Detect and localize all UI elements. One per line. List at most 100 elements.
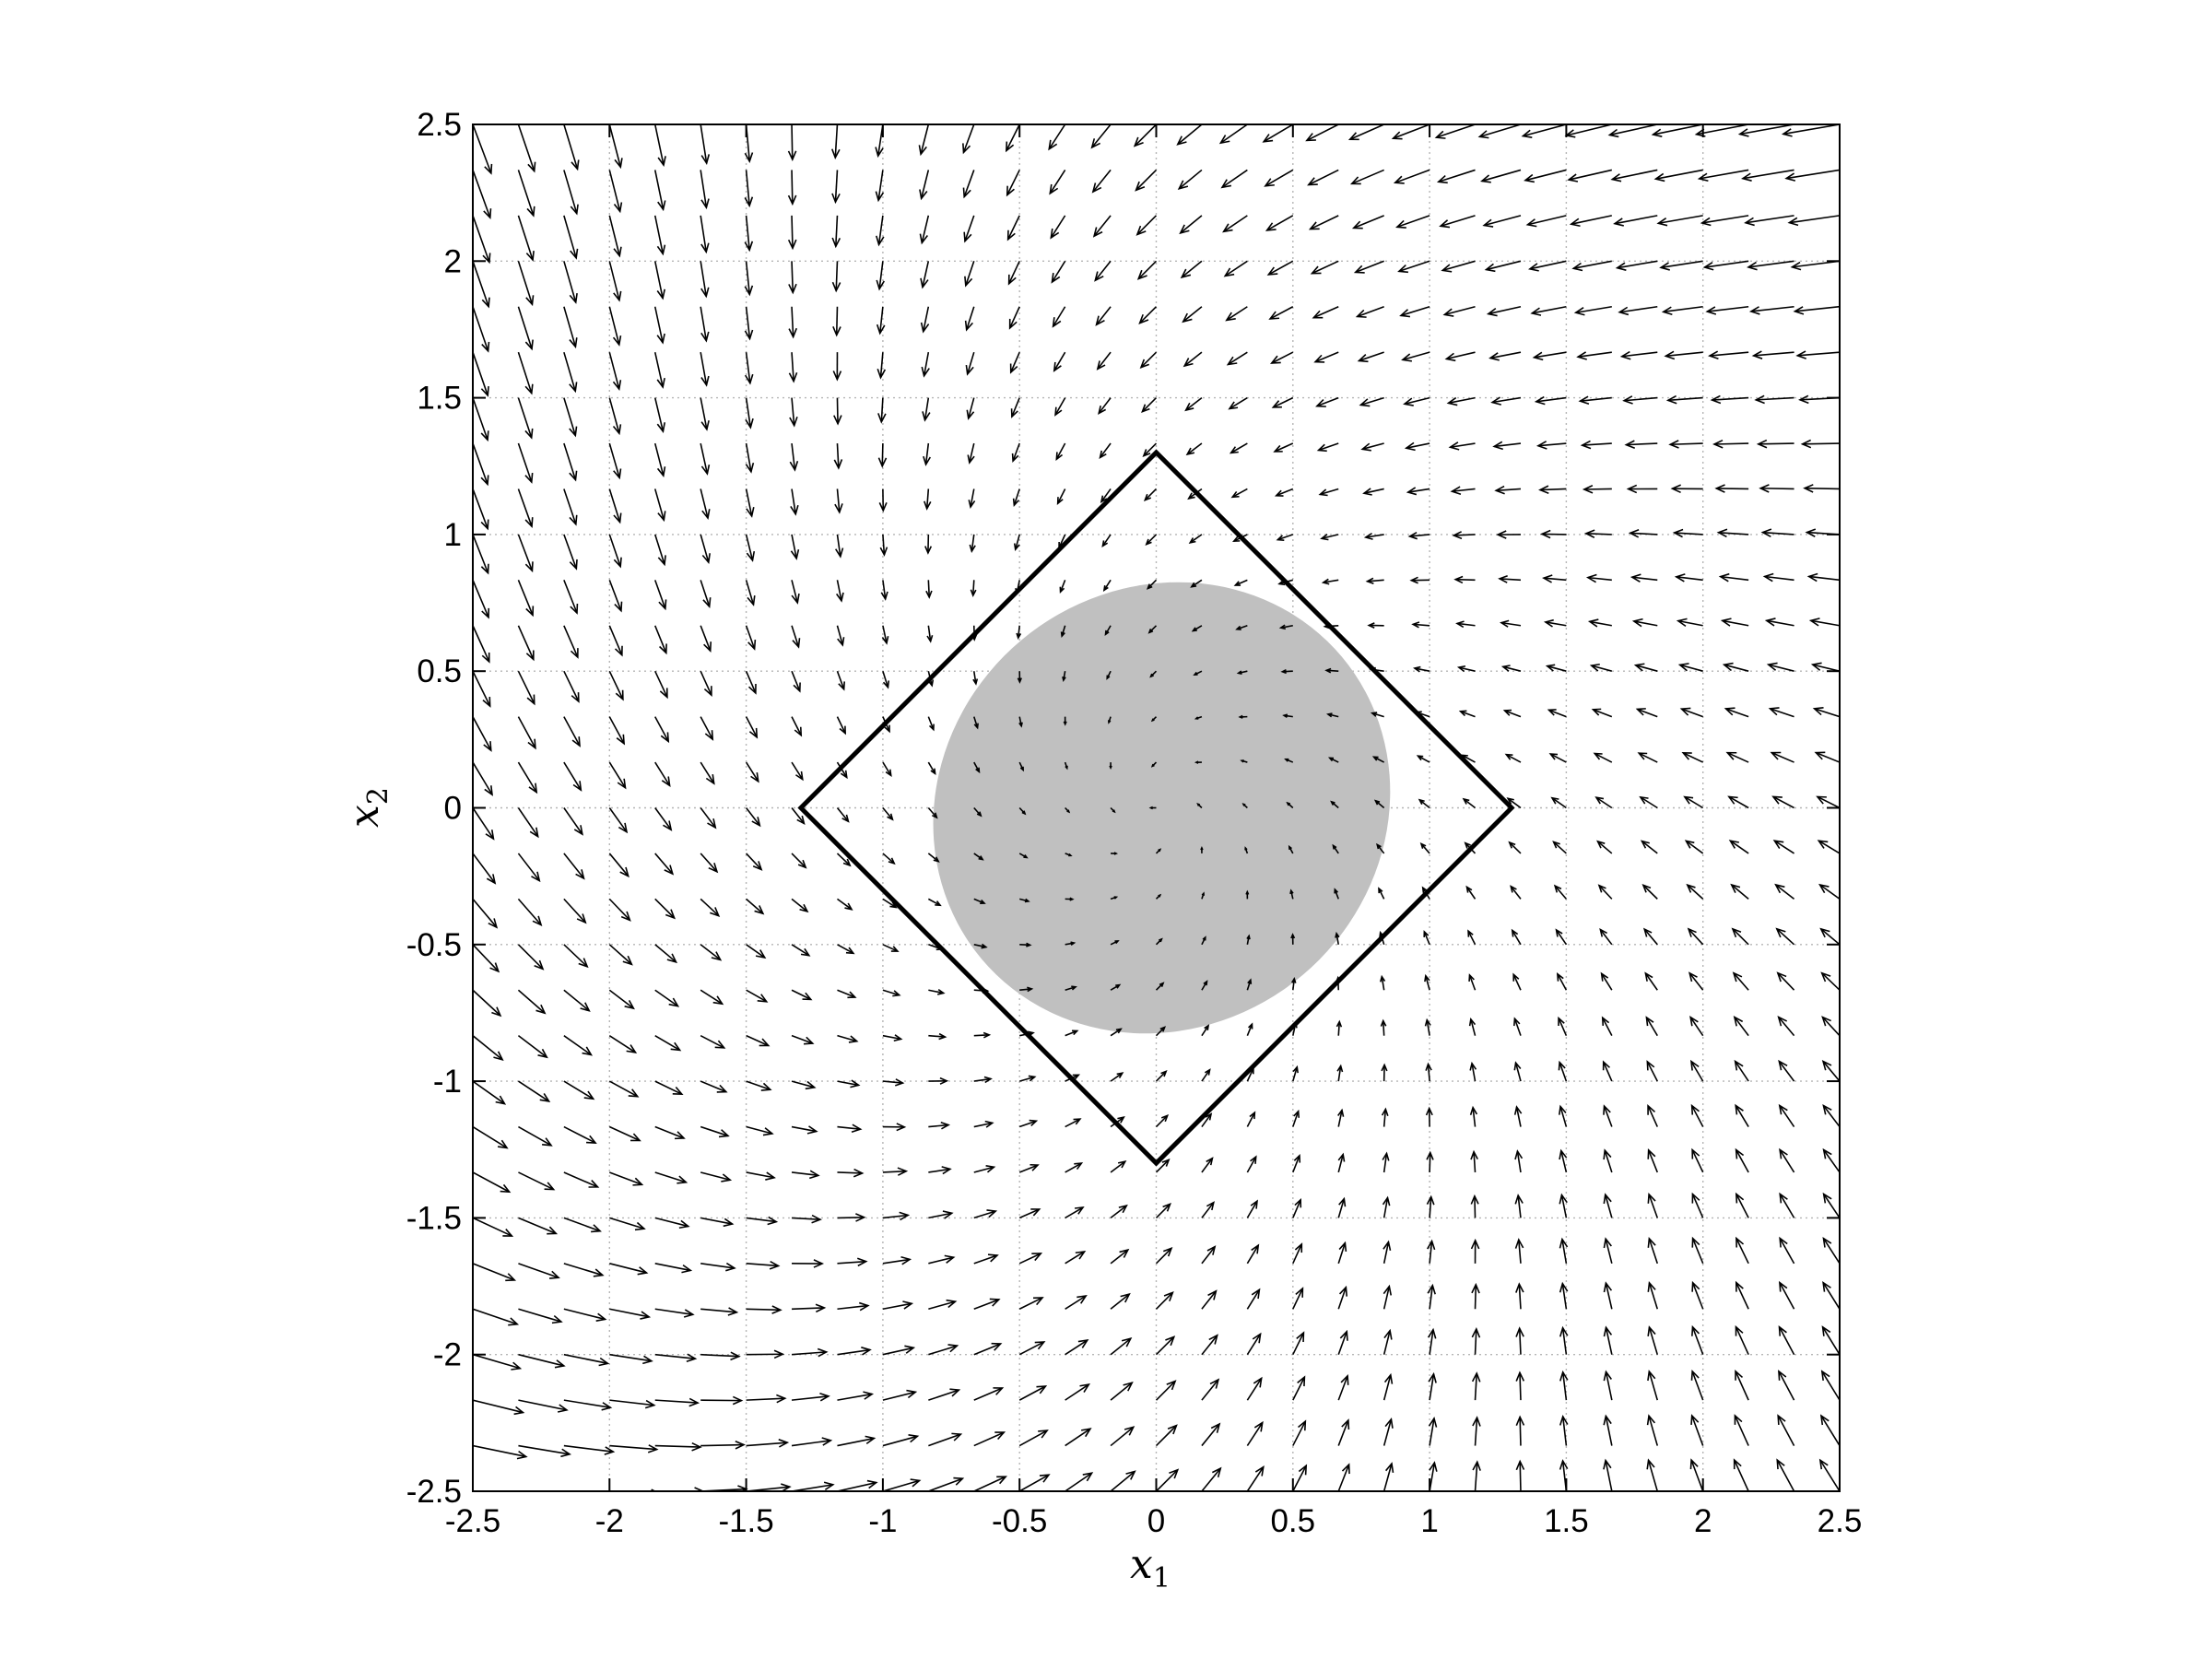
arrow-head xyxy=(1521,129,1533,138)
arrow-shaft xyxy=(608,534,621,567)
vector-arrow xyxy=(1687,927,1704,946)
arrow-shaft xyxy=(517,215,534,261)
arrow-shaft xyxy=(924,397,930,420)
arrow-head xyxy=(1559,1193,1568,1205)
arrow-shaft xyxy=(882,534,886,555)
vector-arrow xyxy=(837,1479,878,1491)
arrow-head xyxy=(983,1076,993,1084)
arrow-shaft xyxy=(1595,796,1613,809)
arrow-head xyxy=(1602,1060,1611,1071)
arrow-head xyxy=(1019,766,1024,772)
arrow-head xyxy=(620,911,631,922)
vector-arrow xyxy=(1370,712,1384,718)
arrow-head xyxy=(1117,1159,1127,1169)
y-tick-label: 0 xyxy=(444,791,462,827)
vector-arrow xyxy=(1337,1285,1348,1310)
vector-arrow xyxy=(1276,534,1294,542)
vector-arrow xyxy=(1479,169,1522,183)
arrow-head xyxy=(1278,624,1287,630)
arrow-head xyxy=(1073,1118,1082,1125)
vector-arrow xyxy=(700,1395,744,1406)
arrow-shaft xyxy=(1065,1428,1091,1447)
vector-arrow xyxy=(1728,840,1749,854)
arrow-shaft xyxy=(1402,351,1430,361)
arrow-shaft xyxy=(1201,1113,1212,1128)
vector-arrow xyxy=(744,170,754,208)
vector-arrow xyxy=(791,1170,820,1180)
vector-arrow xyxy=(608,807,629,834)
arrow-shaft xyxy=(835,261,839,291)
arrow-head xyxy=(1513,1105,1523,1115)
arrow-head xyxy=(1190,582,1197,588)
arrow-head xyxy=(1446,396,1458,406)
arrow-shaft xyxy=(1676,576,1703,582)
arrow-head xyxy=(1646,1060,1655,1071)
vector-arrow xyxy=(788,352,798,383)
vector-arrow xyxy=(700,124,711,165)
arrow-head xyxy=(1027,986,1034,993)
arrow-head xyxy=(1724,707,1735,716)
arrow-head xyxy=(1647,1236,1656,1248)
vector-arrow xyxy=(1315,396,1339,407)
arrow-shaft xyxy=(1561,1327,1568,1355)
vector-arrow xyxy=(1426,1194,1435,1218)
vector-arrow xyxy=(1580,440,1612,450)
vector-arrow xyxy=(1603,1458,1613,1491)
vector-arrow xyxy=(882,1255,912,1265)
arrow-head xyxy=(1177,180,1189,191)
arrow-head xyxy=(1176,135,1187,146)
arrow-head xyxy=(794,726,803,737)
arrow-shaft xyxy=(1276,488,1294,497)
arrow-shaft xyxy=(1724,664,1749,672)
arrow-shaft xyxy=(1110,1470,1135,1491)
vector-arrow xyxy=(563,670,580,703)
arrow-head xyxy=(1515,1415,1525,1426)
arrow-shaft xyxy=(1400,305,1430,317)
vector-arrow xyxy=(1065,1428,1092,1447)
arrow-shaft xyxy=(1017,625,1020,639)
arrow-head xyxy=(598,1357,610,1367)
arrow-shaft xyxy=(1201,1069,1211,1082)
vector-arrow xyxy=(964,261,975,288)
vector-arrow xyxy=(745,397,754,429)
arrow-head xyxy=(1779,1236,1788,1248)
vector-arrow xyxy=(744,352,754,385)
vector-arrow xyxy=(563,989,591,1012)
arrow-shaft xyxy=(608,580,622,611)
arrow-shaft xyxy=(1518,1328,1522,1355)
arrow-shaft xyxy=(1523,124,1567,137)
vector-arrow xyxy=(1774,883,1795,900)
arrow-shaft xyxy=(1019,988,1032,992)
arrow-head xyxy=(1395,219,1406,229)
arrow-shaft xyxy=(1055,442,1066,460)
arrow-head xyxy=(1821,1060,1832,1071)
arrow-head xyxy=(1206,1201,1215,1211)
arrow-shaft xyxy=(1484,215,1522,227)
vector-arrow xyxy=(1530,305,1567,316)
vector-arrow xyxy=(1334,888,1339,900)
arrow-shaft xyxy=(1310,215,1339,230)
arrow-shaft xyxy=(1418,755,1430,763)
arrow-head xyxy=(1456,665,1466,673)
arrow-head xyxy=(1264,178,1275,187)
arrow-head xyxy=(1600,971,1609,982)
arrow-head xyxy=(918,145,927,157)
vector-arrow xyxy=(1571,260,1612,272)
vector-arrow xyxy=(1201,980,1208,991)
arrow-shaft xyxy=(1246,1466,1265,1491)
arrow-head xyxy=(1552,841,1560,849)
arrow-head xyxy=(1781,128,1793,137)
vector-arrow xyxy=(1639,795,1658,809)
vector-arrow xyxy=(1349,169,1384,185)
arrow-head xyxy=(661,776,671,788)
arrow-head xyxy=(1148,806,1154,810)
arrow-shaft xyxy=(928,1168,950,1173)
arrow-shaft xyxy=(1558,1018,1568,1036)
arrow-head xyxy=(691,1441,702,1452)
arrow-shaft xyxy=(1065,1383,1089,1401)
arrow-head xyxy=(1527,263,1539,272)
arrow-head xyxy=(1038,1430,1049,1439)
vector-arrow xyxy=(877,443,888,468)
arrow-head xyxy=(1778,1324,1787,1336)
arrow-head xyxy=(703,686,712,697)
